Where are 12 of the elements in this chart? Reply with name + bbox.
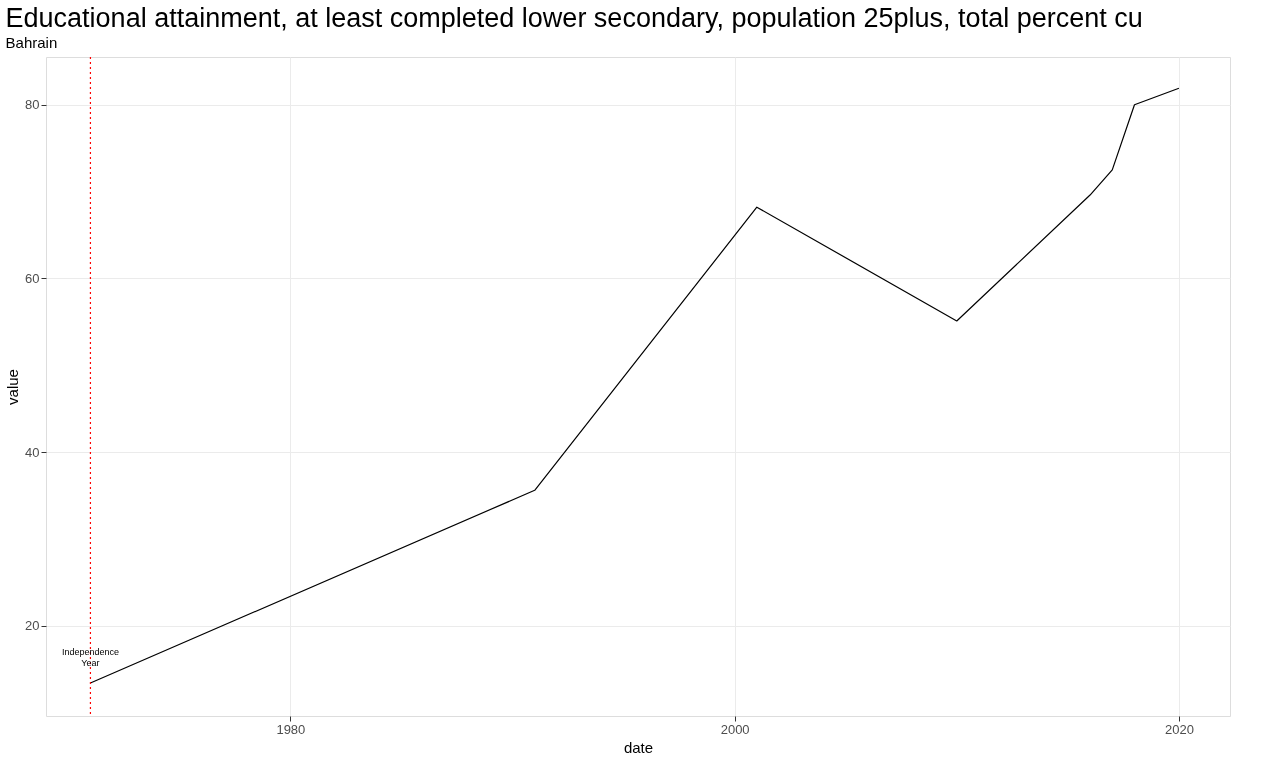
y-tick-label: 80: [25, 97, 40, 113]
ref-line-label: Independence Year: [61, 647, 119, 668]
y-tick-label: 20: [25, 618, 40, 634]
x-tick-label: 1980: [276, 721, 306, 737]
chart-subtitle: Bahrain: [5, 34, 58, 52]
y-tick-label: 60: [25, 270, 40, 286]
y-axis-title: value: [4, 369, 22, 405]
chart-title: Educational attainment, at least completed lower secondary, population 25plus, total percent cu: [5, 3, 1143, 34]
y-tick-label: 40: [25, 444, 40, 460]
x-tick-label: 2020: [1164, 721, 1194, 737]
x-axis-title: date: [623, 738, 654, 756]
x-tick-label: 2000: [720, 721, 750, 737]
